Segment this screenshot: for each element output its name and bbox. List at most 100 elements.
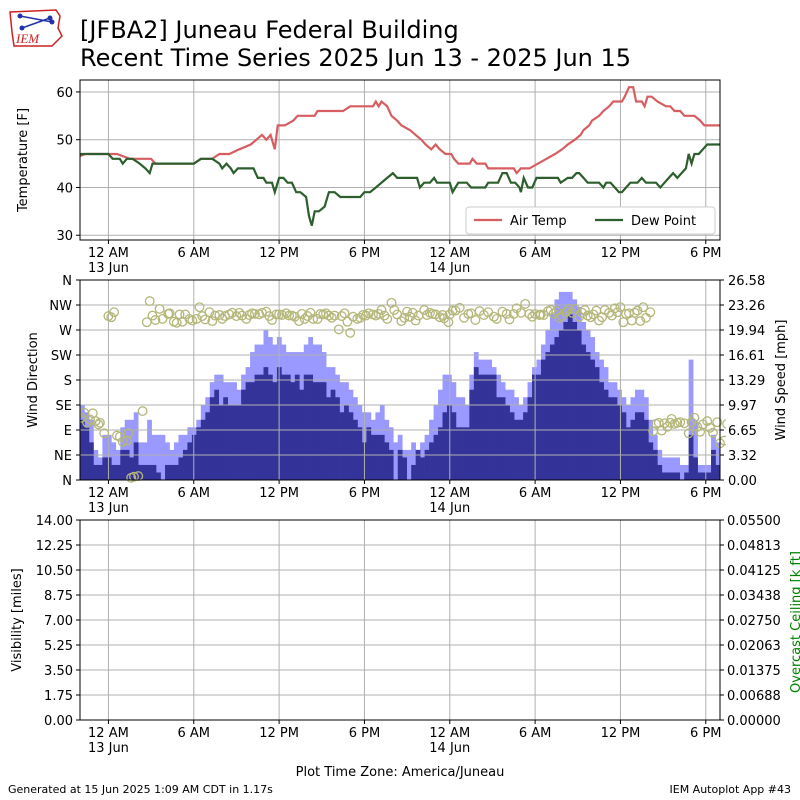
bar-speed <box>670 472 676 480</box>
direction-point <box>692 421 703 432</box>
series-line-air-temp <box>80 86 720 175</box>
bar-speed <box>415 449 421 480</box>
bar-speed <box>388 449 394 480</box>
bar-speed <box>630 419 636 480</box>
bar-speed <box>643 419 649 480</box>
bar-speed <box>693 457 698 480</box>
speed-tick-label: 0.00 <box>728 474 757 489</box>
direction-point <box>94 417 105 428</box>
bar-speed <box>290 382 296 480</box>
direction-point <box>376 305 387 315</box>
direction-point <box>707 427 718 438</box>
direction-point <box>207 316 218 327</box>
y-tick-label: 50 <box>56 134 73 149</box>
bar-speed <box>335 397 340 480</box>
bar-speed <box>397 449 403 480</box>
bar-speed <box>523 412 528 480</box>
bar-speed <box>706 472 712 480</box>
ceiling-tick-label: 0.02750 <box>727 614 781 629</box>
bar-speed <box>182 449 188 480</box>
wind-frame <box>79 279 721 481</box>
bar-speed <box>196 427 202 480</box>
bar-gust <box>702 464 707 480</box>
bar-speed <box>639 412 645 480</box>
bar-gust <box>106 434 112 480</box>
direction-point <box>705 422 715 433</box>
direction-point <box>683 428 694 439</box>
x-tick-label: 12 PM <box>601 486 641 501</box>
bar-speed <box>214 389 220 480</box>
x-tick-label: 6 PM <box>690 486 721 501</box>
direction-point <box>615 302 626 313</box>
legend-box <box>465 206 716 235</box>
bar-speed <box>218 404 224 480</box>
bar-gust <box>147 419 152 480</box>
bar-speed <box>165 464 170 480</box>
bar-gust <box>111 442 117 480</box>
direction-point <box>271 309 282 320</box>
bar-speed <box>321 382 327 480</box>
temp-frame <box>79 79 721 241</box>
bar-speed <box>455 427 461 480</box>
ceiling-tick-label: 0.00000 <box>727 714 781 729</box>
direction-point <box>520 298 531 309</box>
direction-tick-label: W <box>59 324 72 339</box>
y-tick-label: 30 <box>56 229 73 244</box>
iem-logo: IEM <box>6 6 64 50</box>
direction-point <box>123 428 134 439</box>
bar-gust <box>666 457 672 480</box>
bar-speed <box>357 427 363 480</box>
direction-point <box>635 316 646 327</box>
direction-tick-label: E <box>64 424 72 439</box>
direction-point <box>308 313 319 324</box>
x-tick-label: 6 AM <box>178 486 211 501</box>
ceiling-tick-label: 0.05500 <box>727 514 781 529</box>
chart-title: [JFBA2] Juneau Federal Building <box>80 16 459 44</box>
direction-point <box>302 311 313 322</box>
bar-speed <box>187 442 193 480</box>
x-tick-label: 6 PM <box>690 726 721 741</box>
ceiling-tick-label: 0.02063 <box>727 639 781 654</box>
bar-speed <box>115 464 121 480</box>
direction-tick-label: NE <box>54 449 72 464</box>
direction-point <box>679 418 690 429</box>
visibility-tick-label: 5.25 <box>44 639 73 654</box>
bar-speed <box>236 404 242 480</box>
bar-speed <box>294 374 300 480</box>
direction-point <box>638 302 649 313</box>
direction-point <box>137 406 148 417</box>
bar-speed <box>697 472 703 480</box>
bar-gust <box>670 457 676 480</box>
bar-gust <box>715 442 721 480</box>
bar-gust <box>706 464 712 480</box>
bar-gust <box>102 434 108 480</box>
bar-speed <box>433 434 439 480</box>
x-tick-label: 12 PM <box>601 726 641 741</box>
direction-point <box>355 312 366 323</box>
x-tick-label: 12 AM <box>88 726 129 741</box>
ceiling-y-label: Overcast Ceiling [k ft] <box>789 551 800 693</box>
direction-point <box>342 316 353 327</box>
direction-point <box>402 306 413 317</box>
x-tick-label: 6 AM <box>519 726 552 741</box>
bar-gust <box>160 434 166 480</box>
bar-speed <box>572 321 578 480</box>
direction-point <box>554 312 565 323</box>
direction-point <box>329 310 340 321</box>
visibility-tick-label: 7.00 <box>44 614 73 629</box>
bar-speed <box>634 412 640 480</box>
bar-speed <box>205 412 211 480</box>
bar-speed <box>496 397 501 480</box>
bar-speed <box>518 419 524 480</box>
direction-point <box>689 412 700 423</box>
bar-speed <box>536 374 542 480</box>
bar-speed <box>554 337 560 480</box>
bar-gust <box>156 434 161 480</box>
direction-point <box>488 311 499 322</box>
ceiling-tick-label: 0.00688 <box>727 689 781 704</box>
x-tick-label: 12 AM <box>429 726 470 741</box>
bar-speed <box>657 464 663 480</box>
direction-point <box>204 307 215 318</box>
bar-speed <box>317 382 322 480</box>
bar-speed <box>330 389 336 480</box>
